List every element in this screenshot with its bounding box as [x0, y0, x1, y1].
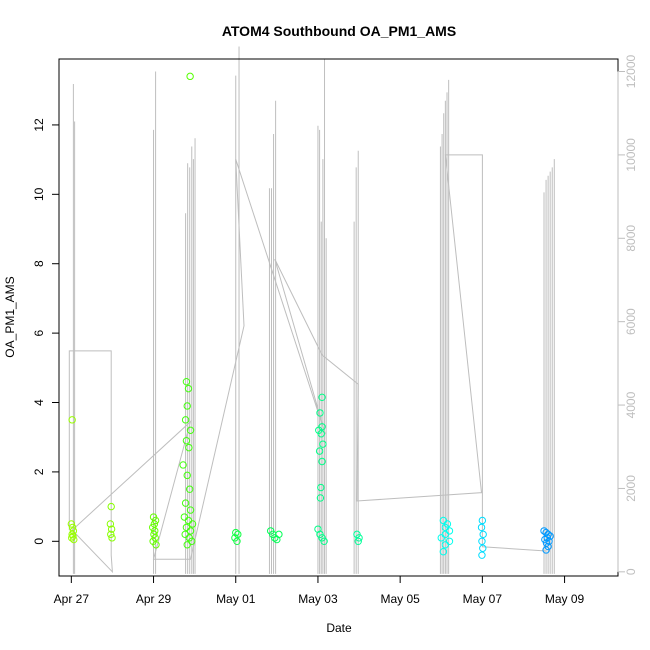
data-point [186, 485, 194, 493]
data-points-layer [67, 72, 554, 559]
y2-tick-label: 10000 [624, 138, 638, 172]
data-point [69, 527, 78, 535]
data-point [354, 537, 362, 546]
data-point [185, 443, 193, 452]
data-point [275, 530, 283, 539]
y2-tick-label: 0 [624, 568, 638, 575]
y2-axis: 0 2000 4000 6000 8000 10000 12000 [617, 55, 638, 575]
data-point [479, 544, 487, 552]
data-point [316, 409, 324, 417]
data-point [107, 530, 115, 539]
x-tick-label: May 05 [380, 592, 420, 606]
y-tick-label: 8 [32, 260, 46, 267]
data-point [106, 520, 115, 528]
data-point [232, 528, 240, 537]
data-point [319, 440, 327, 448]
x-axis: Apr 27 Apr 29 May 01 May 03 May 05 May 07 May … [54, 575, 585, 606]
data-point [441, 541, 450, 549]
data-point [186, 506, 195, 514]
data-point [479, 530, 487, 539]
data-point [233, 537, 241, 546]
data-point [70, 535, 78, 544]
data-point [181, 499, 190, 507]
data-point [183, 402, 191, 410]
data-point [182, 436, 191, 445]
data-point [151, 516, 160, 525]
data-point [318, 393, 326, 402]
x-axis-label: Date [326, 621, 352, 635]
y-tick-label: 6 [32, 329, 46, 336]
data-point [541, 535, 549, 544]
secondary-trace-layer [68, 46, 555, 574]
x-tick-label: May 07 [463, 592, 503, 606]
x-tick-label: Apr 29 [136, 592, 172, 606]
data-point [69, 532, 77, 540]
data-point [181, 416, 190, 424]
data-point [317, 483, 325, 492]
x-tick-label: May 01 [216, 592, 256, 606]
data-point [478, 537, 486, 546]
data-point [179, 461, 187, 469]
data-point [68, 534, 76, 542]
chart-title: ATOM4 Southbound OA_PM1_AMS [222, 23, 456, 39]
data-point [320, 537, 328, 546]
data-point [186, 72, 194, 81]
data-point [478, 551, 486, 559]
data-point [183, 541, 191, 549]
data-point [437, 534, 445, 542]
y2-tick-label: 4000 [624, 391, 638, 418]
data-point [107, 525, 116, 533]
data-point [355, 534, 363, 542]
y-axis: 0 2 4 6 8 10 12 [32, 118, 60, 545]
x-tick-label: Apr 27 [54, 592, 90, 606]
y-axis-label: OA_PM1_AMS [3, 276, 17, 357]
y-tick-label: 10 [32, 187, 46, 201]
y2-tick-label: 8000 [624, 225, 638, 252]
data-point [152, 541, 160, 549]
data-point [439, 548, 448, 556]
data-point [542, 546, 550, 554]
data-point [544, 530, 552, 539]
data-point [107, 502, 115, 511]
data-point [186, 527, 195, 535]
data-point [108, 534, 116, 542]
data-point [315, 447, 324, 455]
data-point [316, 494, 325, 502]
data-point [478, 516, 487, 525]
data-point [317, 430, 325, 438]
y2-tick-label: 12000 [624, 55, 638, 89]
data-point [188, 520, 197, 528]
data-point [184, 384, 193, 393]
data-point [151, 527, 159, 535]
data-point [318, 457, 326, 466]
y-tick-label: 0 [32, 538, 46, 545]
y2-tick-label: 6000 [624, 308, 638, 335]
data-point [68, 523, 77, 532]
y2-tick-label: 2000 [624, 475, 638, 502]
data-point [186, 426, 195, 434]
y-tick-label: 4 [32, 399, 46, 406]
x-tick-label: May 09 [545, 592, 585, 606]
data-point [477, 523, 486, 532]
data-point [150, 520, 159, 528]
x-tick-label: May 03 [298, 592, 338, 606]
data-point [542, 539, 551, 547]
y-tick-label: 12 [32, 118, 46, 132]
data-point [68, 416, 76, 424]
data-point [188, 537, 196, 546]
data-point [183, 471, 191, 480]
data-point [150, 530, 158, 539]
y-tick-label: 2 [32, 468, 46, 475]
data-point [67, 520, 76, 528]
secondary-trace-line [68, 154, 547, 574]
data-point [182, 377, 191, 386]
